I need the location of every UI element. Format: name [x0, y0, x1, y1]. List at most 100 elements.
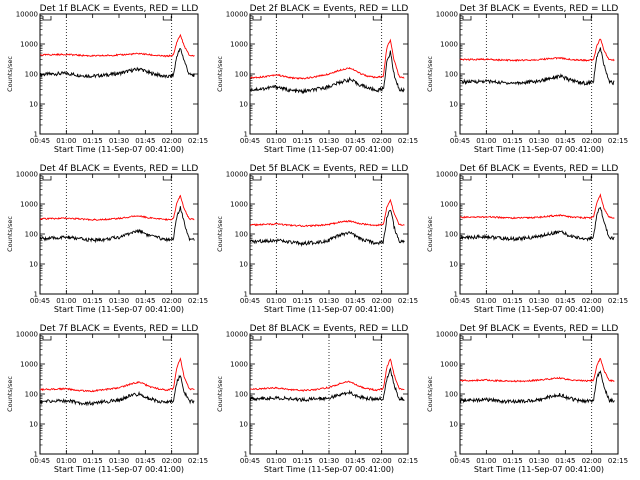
- x-tick-label: 02:00: [582, 457, 602, 465]
- y-tick-label: 100: [25, 71, 38, 79]
- events-series-line: [39, 48, 195, 79]
- range-bracket-left: [462, 176, 472, 181]
- y-tick-label: 1: [244, 131, 248, 139]
- x-tick-label: 01:15: [293, 137, 313, 145]
- x-tick-label: 01:30: [529, 457, 549, 465]
- panel-title: Det 7f BLACK = Events, RED = LLD: [40, 324, 199, 334]
- detector-panel: Det 4f BLACK = Events, RED = LLD 1 10 100 10…: [6, 164, 208, 314]
- events-series-line: [459, 206, 615, 242]
- y-tick-label: 10: [449, 421, 458, 429]
- x-tick-label: 00:45: [450, 457, 470, 465]
- range-bracket-left: [462, 16, 472, 21]
- events-series-line: [39, 206, 195, 244]
- events-series-line: [249, 367, 405, 402]
- x-tick-label: 02:15: [608, 137, 628, 145]
- x-tick-label: 02:00: [582, 297, 602, 305]
- y-tick-label: 100: [445, 71, 458, 79]
- y-tick-label: 1000: [440, 41, 458, 49]
- range-bracket-right: [372, 16, 382, 21]
- x-tick-label: 01:45: [135, 457, 155, 465]
- x-tick-label: 01:15: [83, 137, 103, 145]
- y-tick-label: 10000: [16, 331, 38, 339]
- range-bracket-right: [162, 176, 172, 181]
- y-tick-label: 10000: [226, 331, 248, 339]
- events-series-line: [459, 370, 615, 405]
- x-tick-label: 01:15: [503, 457, 523, 465]
- events-series-line: [459, 47, 615, 86]
- x-tick-label: 01:15: [503, 297, 523, 305]
- x-tick-label: 01:45: [555, 297, 575, 305]
- x-tick-label: 01:30: [529, 137, 549, 145]
- x-tick-label: 02:15: [188, 297, 208, 305]
- y-tick-label: 10: [29, 261, 38, 269]
- x-tick-label: 01:15: [83, 297, 103, 305]
- x-axis-label: Start Time (11-Sep-07 00:41:00): [474, 305, 604, 314]
- x-axis-label: Start Time (11-Sep-07 00:41:00): [264, 465, 394, 474]
- x-tick-label: 01:45: [555, 137, 575, 145]
- plot-frame: [459, 173, 619, 295]
- y-tick-label: 100: [445, 391, 458, 399]
- detector-panel: Det 1f BLACK = Events, RED = LLD 1 10 100 10…: [6, 4, 208, 154]
- y-tick-label: 1: [34, 131, 38, 139]
- y-tick-label: 1000: [20, 361, 38, 369]
- x-tick-label: 01:45: [555, 457, 575, 465]
- lld-series-line: [459, 38, 615, 62]
- y-axis-label: Counts/sec: [216, 216, 224, 252]
- range-bracket-right: [162, 336, 172, 341]
- lld-series-line: [459, 193, 615, 220]
- panel-title: Det 8f BLACK = Events, RED = LLD: [250, 324, 409, 334]
- x-tick-label: 00:45: [240, 457, 260, 465]
- x-tick-label: 01:00: [476, 457, 496, 465]
- x-axis-label: Start Time (11-Sep-07 00:41:00): [264, 145, 394, 154]
- x-tick-label: 02:15: [608, 297, 628, 305]
- panel-title: Det 9f BLACK = Events, RED = LLD: [460, 324, 619, 334]
- y-tick-label: 1: [454, 291, 458, 299]
- y-tick-label: 10000: [16, 11, 38, 19]
- lld-series-line: [39, 357, 195, 393]
- x-tick-label: 02:15: [608, 457, 628, 465]
- x-tick-label: 02:00: [372, 457, 392, 465]
- x-tick-label: 00:45: [450, 137, 470, 145]
- x-tick-label: 02:15: [398, 297, 418, 305]
- x-tick-label: 01:45: [135, 297, 155, 305]
- x-axis-label: Start Time (11-Sep-07 00:41:00): [474, 145, 604, 154]
- y-tick-label: 100: [235, 231, 248, 239]
- y-tick-label: 1000: [20, 201, 38, 209]
- y-tick-label: 1000: [230, 201, 248, 209]
- y-tick-label: 1: [454, 131, 458, 139]
- x-axis-label: Start Time (11-Sep-07 00:41:00): [264, 305, 394, 314]
- detector-panel: Det 2f BLACK = Events, RED = LLD 1 10 100 10…: [216, 4, 418, 154]
- x-tick-label: 01:15: [83, 457, 103, 465]
- y-axis-label: Counts/sec: [6, 376, 14, 412]
- x-tick-label: 02:00: [162, 137, 182, 145]
- detector-panel: Det 8f BLACK = Events, RED = LLD 1 10 100 10…: [216, 324, 418, 474]
- range-bracket-right: [372, 336, 382, 341]
- x-tick-label: 00:45: [450, 297, 470, 305]
- y-tick-label: 10: [449, 101, 458, 109]
- panel-title: Det 4f BLACK = Events, RED = LLD: [40, 164, 199, 174]
- x-tick-label: 01:30: [109, 457, 129, 465]
- range-bracket-left: [252, 176, 262, 181]
- y-tick-label: 10000: [16, 171, 38, 179]
- y-tick-label: 1000: [230, 361, 248, 369]
- x-tick-label: 02:15: [188, 137, 208, 145]
- y-tick-label: 100: [25, 231, 38, 239]
- y-tick-label: 100: [25, 391, 38, 399]
- detector-panel: Det 6f BLACK = Events, RED = LLD 1 10 100 10…: [426, 164, 628, 314]
- y-tick-label: 10000: [226, 11, 248, 19]
- panel-title: Det 2f BLACK = Events, RED = LLD: [250, 4, 409, 14]
- y-axis-label: Counts/sec: [426, 376, 434, 412]
- x-tick-label: 00:45: [240, 137, 260, 145]
- x-tick-label: 02:15: [188, 457, 208, 465]
- panel-title: Det 5f BLACK = Events, RED = LLD: [250, 164, 409, 174]
- x-tick-label: 01:00: [266, 137, 286, 145]
- range-bracket-right: [582, 176, 592, 181]
- y-tick-label: 10: [449, 261, 458, 269]
- y-tick-label: 10000: [436, 171, 458, 179]
- x-tick-label: 01:30: [319, 457, 339, 465]
- x-tick-label: 01:00: [476, 297, 496, 305]
- range-bracket-left: [252, 16, 262, 21]
- x-tick-label: 02:00: [162, 297, 182, 305]
- y-tick-label: 10000: [436, 11, 458, 19]
- x-tick-label: 01:45: [135, 137, 155, 145]
